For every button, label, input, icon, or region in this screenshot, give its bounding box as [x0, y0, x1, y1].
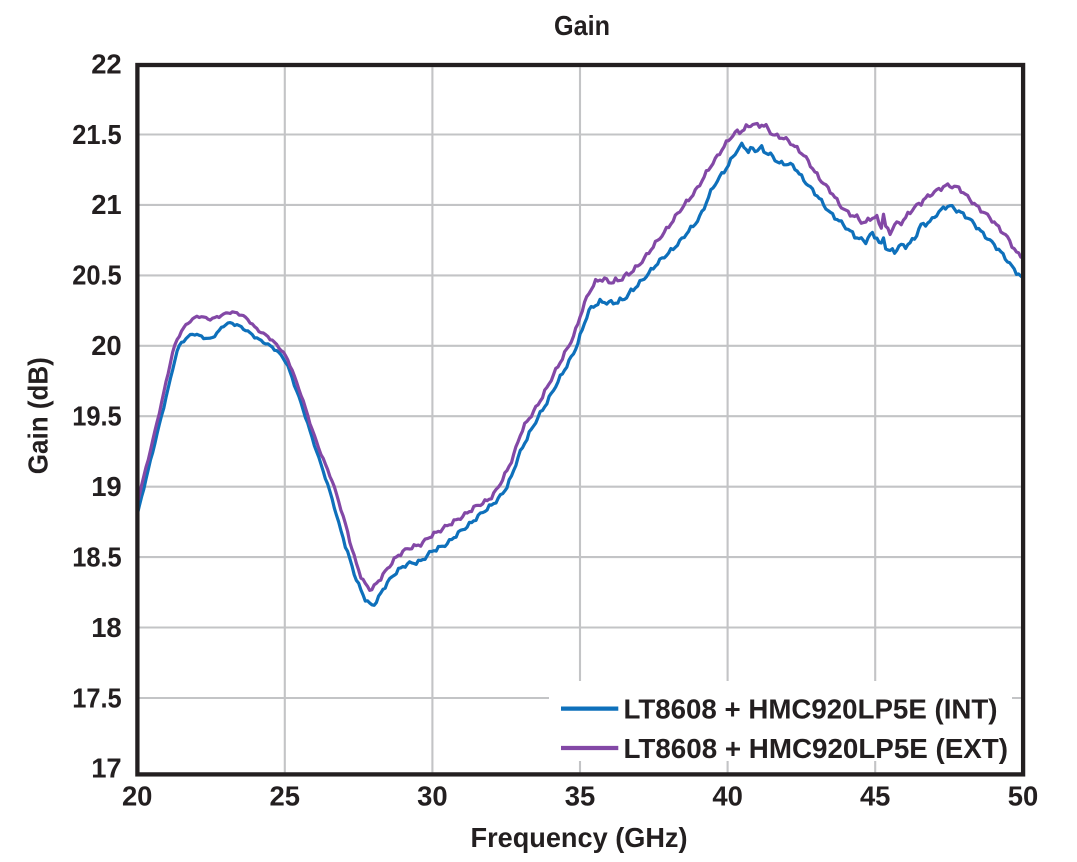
svg-text:18: 18: [91, 612, 122, 643]
svg-text:LT8608 + HMC920LP5E (EXT): LT8608 + HMC920LP5E (EXT): [624, 733, 1009, 764]
svg-text:18.5: 18.5: [72, 541, 122, 572]
svg-text:LT8608 + HMC920LP5E (INT): LT8608 + HMC920LP5E (INT): [624, 694, 998, 725]
svg-text:21: 21: [91, 189, 122, 220]
svg-text:21.5: 21.5: [72, 119, 122, 150]
svg-text:40: 40: [712, 781, 743, 812]
svg-text:25: 25: [270, 781, 301, 812]
svg-text:Gain (dB): Gain (dB): [23, 357, 54, 474]
svg-text:19: 19: [91, 471, 122, 502]
svg-text:20.5: 20.5: [72, 260, 122, 291]
svg-text:20: 20: [122, 781, 153, 812]
svg-text:Frequency (GHz): Frequency (GHz): [471, 822, 688, 853]
svg-text:19.5: 19.5: [72, 401, 122, 432]
svg-text:50: 50: [1008, 781, 1039, 812]
svg-text:35: 35: [565, 781, 596, 812]
svg-text:20: 20: [91, 330, 122, 361]
svg-text:17: 17: [91, 753, 122, 784]
svg-text:30: 30: [417, 781, 448, 812]
svg-text:45: 45: [860, 781, 891, 812]
svg-text:22: 22: [91, 48, 122, 79]
svg-text:17.5: 17.5: [72, 682, 122, 713]
svg-text:Gain: Gain: [554, 10, 610, 41]
